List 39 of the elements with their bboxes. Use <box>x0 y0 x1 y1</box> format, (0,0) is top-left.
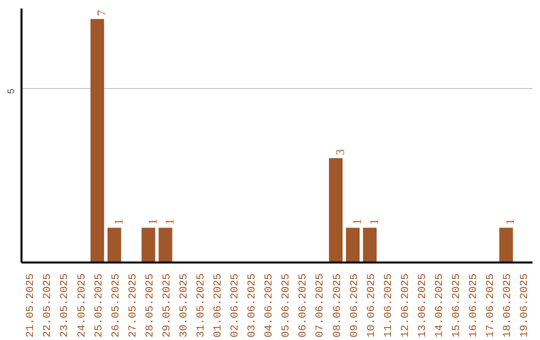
x-tick-label: 13.06.2025 <box>416 273 429 338</box>
x-tick-label: 12.06.2025 <box>400 273 412 338</box>
x-tick-label: 27.05.2025 <box>127 273 140 338</box>
data-label: 1 <box>503 218 518 225</box>
x-tick-label: 19.06.2025 <box>519 273 532 338</box>
x-tick-label: 17.06.2025 <box>485 273 498 338</box>
x-tick-label: 15.06.2025 <box>451 273 463 338</box>
data-label: 1 <box>162 218 176 225</box>
data-label: 1 <box>366 218 381 225</box>
x-tick-label: 05.06.2025 <box>280 273 293 338</box>
data-label: 1 <box>111 218 126 225</box>
x-tick-label: 31.05.2025 <box>196 273 208 338</box>
x-tick-label: 16.06.2025 <box>468 273 480 338</box>
x-tick-label: 10.06.2025 <box>366 273 378 338</box>
x-tick-label: 02.06.2025 <box>230 273 242 338</box>
x-tick-label: 09.06.2025 <box>348 273 361 338</box>
data-label: 1 <box>145 218 160 225</box>
x-tick-label: 28.05.2025 <box>144 273 156 338</box>
x-tick-label: 06.06.2025 <box>298 273 310 338</box>
x-tick-label: 26.05.2025 <box>110 273 122 338</box>
x-tick-label: 30.05.2025 <box>178 273 190 338</box>
x-tick-label: 11.06.2025 <box>382 273 395 338</box>
x-tick-label: 14.06.2025 <box>434 273 446 338</box>
x-tick-label: 08.06.2025 <box>332 273 344 338</box>
data-label: 3 <box>332 149 347 156</box>
x-tick-label: 21.05.2025 <box>25 273 38 338</box>
x-tick-label: 24.05.2025 <box>76 273 88 338</box>
x-tick-label: 23.05.2025 <box>59 273 72 338</box>
x-tick-label: 03.06.2025 <box>246 273 259 338</box>
x-tick-label: 25.05.2025 <box>93 273 106 338</box>
y-tick-label: 5 <box>6 88 16 94</box>
x-tick-label: 22.05.2025 <box>42 273 54 338</box>
data-label: 1 <box>350 218 364 225</box>
x-tick-label: 29.05.2025 <box>161 273 174 338</box>
x-tick-label: 07.06.2025 <box>314 273 327 338</box>
x-tick-label: 18.06.2025 <box>502 273 514 338</box>
x-tick-label: 01.06.2025 <box>212 273 225 338</box>
x-tick-label: 04.06.2025 <box>264 273 276 338</box>
data-label: 7 <box>94 10 108 16</box>
